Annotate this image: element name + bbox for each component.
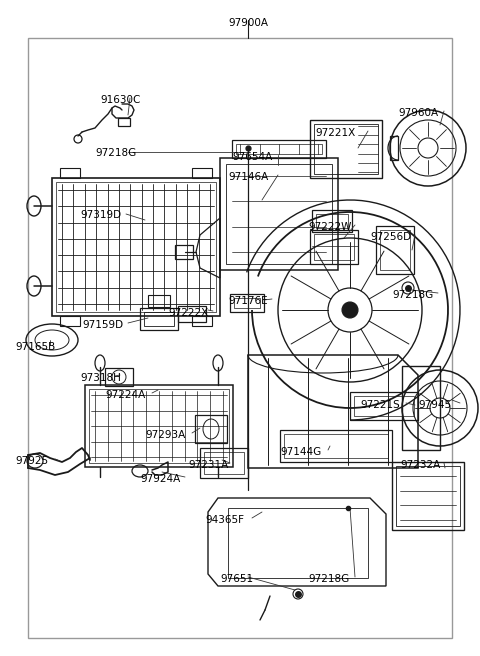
Bar [228, 508, 368, 578]
Bar [175, 245, 193, 259]
Bar [230, 294, 264, 312]
Text: 97159D: 97159D [82, 320, 123, 330]
Text: 97224A: 97224A [105, 390, 145, 400]
Text: 97218G: 97218G [308, 574, 349, 584]
Text: 97319D: 97319D [80, 210, 121, 220]
Text: 91630C: 91630C [100, 95, 140, 105]
Text: 97924A: 97924A [140, 474, 180, 484]
Bar [402, 366, 440, 450]
Text: 97925: 97925 [15, 456, 48, 466]
Bar [60, 316, 80, 326]
Bar [376, 226, 414, 274]
Bar [396, 466, 460, 526]
Text: 97176E: 97176E [228, 296, 268, 306]
Bar [312, 210, 352, 232]
Text: 97218G: 97218G [392, 290, 433, 300]
Text: 97960A: 97960A [398, 108, 438, 118]
Bar [28, 38, 452, 638]
Text: 97222X: 97222X [168, 308, 208, 318]
Text: 97293A: 97293A [145, 430, 185, 440]
Bar [220, 158, 338, 270]
Bar [226, 164, 332, 264]
Bar [234, 298, 260, 308]
Text: 97231A: 97231A [188, 460, 228, 470]
Bar [192, 168, 212, 178]
Bar [200, 448, 248, 478]
Bar [85, 385, 233, 467]
Bar [354, 396, 414, 416]
Text: 97222W: 97222W [308, 222, 351, 232]
Bar [105, 368, 133, 386]
Bar [89, 389, 229, 463]
Text: 97900A: 97900A [228, 18, 268, 28]
Text: 97654A: 97654A [232, 152, 272, 162]
Bar [192, 316, 212, 326]
Bar [204, 452, 244, 474]
Bar [232, 140, 326, 158]
Bar [390, 136, 398, 160]
Text: 97165B: 97165B [15, 342, 55, 352]
Bar [314, 234, 354, 260]
Text: 97146A: 97146A [228, 172, 268, 182]
Bar [118, 118, 130, 126]
Text: 97221X: 97221X [315, 128, 355, 138]
Text: 97651: 97651 [220, 574, 253, 584]
Bar [52, 178, 220, 316]
Text: 97144G: 97144G [280, 447, 321, 457]
Bar [316, 214, 348, 228]
Text: 97218G: 97218G [95, 148, 136, 158]
Text: 97256D: 97256D [370, 232, 411, 242]
Text: 97945: 97945 [418, 400, 451, 410]
Bar [314, 124, 378, 174]
Bar [236, 144, 322, 154]
Bar [310, 120, 382, 178]
Bar [195, 415, 227, 443]
Bar [350, 392, 418, 420]
Text: 94365F: 94365F [205, 515, 244, 525]
Ellipse shape [342, 302, 358, 318]
Text: 97232A: 97232A [400, 460, 440, 470]
Bar [280, 430, 392, 462]
Bar [60, 168, 80, 178]
Bar [148, 295, 170, 307]
Bar [310, 230, 358, 264]
Bar [284, 434, 388, 458]
Bar [178, 306, 206, 322]
Bar [144, 312, 174, 326]
Bar [56, 182, 216, 312]
Bar [392, 462, 464, 530]
Text: 97221S: 97221S [360, 400, 400, 410]
Text: 97318H: 97318H [80, 373, 121, 383]
Bar [380, 230, 410, 270]
Bar [140, 308, 178, 330]
